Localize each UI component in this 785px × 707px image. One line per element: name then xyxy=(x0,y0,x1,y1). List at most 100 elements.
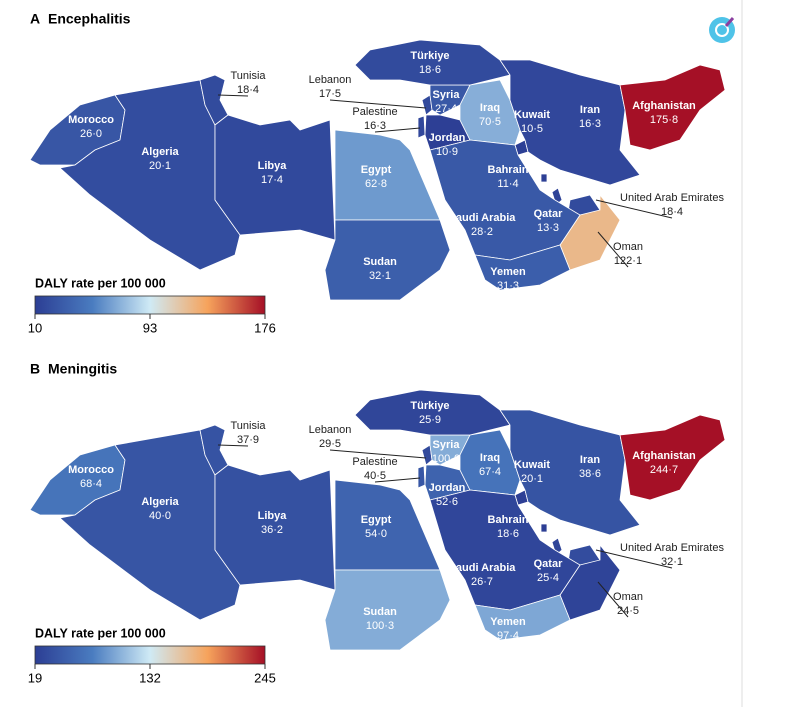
country-value: 20·1 xyxy=(149,160,171,172)
country xyxy=(499,409,641,536)
country-name: Jordan xyxy=(429,132,466,144)
country-name: Qatar xyxy=(534,558,563,570)
country xyxy=(474,594,571,641)
panel-title: Encephalitis xyxy=(48,11,131,27)
country-value: 32·1 xyxy=(369,270,391,282)
country xyxy=(214,114,336,241)
country-name: Yemen xyxy=(490,616,526,628)
country-value: 28·2 xyxy=(471,226,493,238)
country-name: Oman xyxy=(613,241,643,253)
country-value: 244·7 xyxy=(650,464,678,476)
country-name: Saudi Arabia xyxy=(449,562,517,574)
country-value: 25·9 xyxy=(419,414,441,426)
leader-line xyxy=(217,444,249,447)
country-name: Libya xyxy=(258,160,288,172)
country-value: 97·4 xyxy=(497,630,519,642)
country xyxy=(619,64,726,151)
legend-title: DALY rate per 100 000 xyxy=(35,626,166,640)
country-name: Yemen xyxy=(490,266,526,278)
legend-tick-label: 19 xyxy=(28,670,42,685)
country xyxy=(324,219,451,301)
country-name: Iraq xyxy=(480,452,500,464)
legend-tick-label: 10 xyxy=(28,320,42,335)
country-name: United Arab Emirates xyxy=(620,192,724,204)
country-value: 67·4 xyxy=(479,466,501,478)
country-value: 18·6 xyxy=(497,528,519,540)
country-value: 38·6 xyxy=(579,468,601,480)
country-value: 122·1 xyxy=(614,255,642,267)
country xyxy=(540,523,548,533)
country-value: 54·0 xyxy=(365,528,387,540)
country xyxy=(199,424,229,476)
country xyxy=(429,489,581,611)
country-value: 100·0 xyxy=(432,453,460,465)
country-value: 11·4 xyxy=(497,178,518,190)
country-name: Syria xyxy=(433,89,461,101)
country-name: Bahrain xyxy=(488,164,529,176)
country-value: 32·1 xyxy=(661,556,683,568)
country-value: 18·4 xyxy=(237,84,259,96)
country-value: 29·5 xyxy=(319,438,341,450)
country-name: Algeria xyxy=(141,146,179,158)
country xyxy=(417,465,426,489)
leader-line xyxy=(374,127,421,133)
country-name: Algeria xyxy=(141,496,179,508)
country xyxy=(474,244,571,291)
country-value: 16·3 xyxy=(364,120,386,132)
legend-tick-label: 176 xyxy=(254,320,276,335)
country-name: Egypt xyxy=(361,164,392,176)
country-name: Sudan xyxy=(363,256,397,268)
country-value: 17·5 xyxy=(319,88,341,100)
country-name: Tunisia xyxy=(230,420,266,432)
country-name: Afghanistan xyxy=(632,100,696,112)
country-value: 100·3 xyxy=(366,620,394,632)
country-name: Tunisia xyxy=(230,70,266,82)
country-name: Palestine xyxy=(352,456,397,468)
country-value: 20·1 xyxy=(521,473,543,485)
country-value: 16·3 xyxy=(579,118,601,130)
country-name: Lebanon xyxy=(309,74,352,86)
country-name: Iraq xyxy=(480,102,500,114)
country-name: Morocco xyxy=(68,464,114,476)
country-name: Morocco xyxy=(68,114,114,126)
country-name: Qatar xyxy=(534,208,563,220)
country-name: Iran xyxy=(580,454,600,466)
country-value: 26·7 xyxy=(471,576,493,588)
country-value: 27·4 xyxy=(435,103,457,115)
legend-tick-label: 245 xyxy=(254,670,276,685)
country xyxy=(199,74,229,126)
country-value: 10·9 xyxy=(436,146,458,158)
country-value: 31·3 xyxy=(497,280,519,292)
country xyxy=(540,173,548,183)
legend-tick-label: 93 xyxy=(143,320,157,335)
country-value: 52·6 xyxy=(436,496,458,508)
country xyxy=(499,59,641,186)
country-name: United Arab Emirates xyxy=(620,542,724,554)
country-name: Oman xyxy=(613,591,643,603)
panel: B Meningitis Morocco 68·4 Algeria 40·0 Tunisia… xyxy=(28,361,726,685)
legend-title: DALY rate per 100 000 xyxy=(35,276,166,290)
country xyxy=(619,414,726,501)
country-name: Iran xyxy=(580,104,600,116)
country xyxy=(417,115,426,139)
country-name: Palestine xyxy=(352,106,397,118)
country-value: 18·4 xyxy=(661,206,683,218)
country-value: 18·6 xyxy=(419,64,441,76)
country-value: 70·5 xyxy=(479,116,501,128)
country-name: Libya xyxy=(258,510,288,522)
country-value: 24·5 xyxy=(617,605,639,617)
country-value: 37·9 xyxy=(237,434,259,446)
panel-letter: B xyxy=(30,361,40,377)
panel-title: Meningitis xyxy=(48,361,117,377)
country-value: 40·0 xyxy=(149,510,171,522)
country-name: Kuwait xyxy=(514,459,550,471)
country xyxy=(214,464,336,591)
colorbar xyxy=(34,295,266,315)
country-name: Jordan xyxy=(429,482,466,494)
country-value: 13·3 xyxy=(537,222,559,234)
country-name: Bahrain xyxy=(488,514,529,526)
country-value: 36·2 xyxy=(261,524,283,536)
country-value: 40·5 xyxy=(364,470,386,482)
country xyxy=(324,569,451,651)
